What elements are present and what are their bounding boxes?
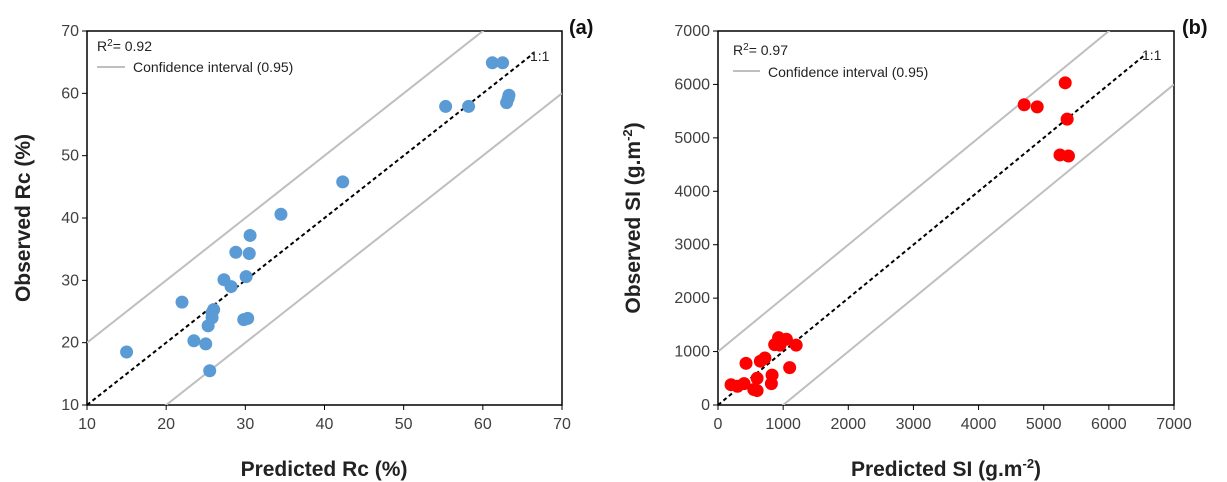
panel-b-data-point xyxy=(750,384,764,398)
panel-a-lines xyxy=(86,31,562,406)
panel-a-data-point xyxy=(175,295,189,309)
panel-b-data-point xyxy=(737,377,751,391)
panel-b-one-to-one-line xyxy=(717,52,1148,406)
panel-b-data-point xyxy=(1060,112,1074,126)
panel-b-data-point xyxy=(750,371,764,385)
panel-a-data-point xyxy=(187,334,201,348)
panel-b-x-tick-label: 0 xyxy=(714,416,723,433)
panel-a-y-axis-title: Observed Rc (%) xyxy=(12,134,35,302)
panel-a-y-tick-label: 50 xyxy=(61,148,79,165)
panel-a-x-tick-label: 10 xyxy=(78,416,96,433)
panel-a-data-point xyxy=(496,56,510,70)
panel-b-x-tick-label: 7000 xyxy=(1156,416,1192,433)
panel-a-x-tick-label: 60 xyxy=(474,416,492,433)
panel-a-upper-confidence-line xyxy=(87,31,485,344)
panel-a-data-point xyxy=(203,364,217,378)
panel-b-lower-confidence-line xyxy=(781,83,1174,405)
panel-a-rc-chart: 10 20 30 40 50 60 70 10 20 30 40 50 60 70 (a) R2= 0.9… xyxy=(12,17,593,481)
panel-a-y-tick-label: 10 xyxy=(61,397,79,414)
panel-b-x-tick-label: 3000 xyxy=(896,416,932,433)
panel-a-x-axis-title: Predicted Rc (%) xyxy=(241,458,408,481)
panel-a-lower-confidence-line xyxy=(164,92,562,405)
panel-a-y-tick-label: 70 xyxy=(61,23,79,40)
panel-b-y-tick-label: 6000 xyxy=(674,76,710,93)
panel-a-data-point xyxy=(207,303,221,317)
panel-b-data-point xyxy=(1061,149,1075,163)
panel-a-x-tick-label: 70 xyxy=(553,416,571,433)
panel-a-r2-annotation: R2= 0.92 xyxy=(97,38,152,54)
panel-b-data-point xyxy=(765,368,779,382)
panel-a-data-point xyxy=(485,56,499,70)
panel-b-si-chart: 0 1000 2000 3000 4000 5000 6000 7000 0 1000 2000 30… xyxy=(620,17,1208,481)
panel-a-data-point xyxy=(199,337,213,351)
panel-b-data-point xyxy=(779,332,793,346)
panel-a-y-tick-label: 40 xyxy=(61,210,79,227)
panel-a-ticks: 10 20 30 40 50 60 70 10 20 30 40 50 60 70 xyxy=(61,23,571,433)
panel-a-data-point xyxy=(120,345,134,359)
panel-b-data-point xyxy=(1058,76,1072,90)
panel-a-x-tick-label: 40 xyxy=(316,416,334,433)
panel-b-legend-entry: Confidence interval (0.95) xyxy=(768,64,928,80)
panel-a-one-to-one-label: 1:1 xyxy=(530,48,550,64)
panel-a-data-point xyxy=(224,280,238,294)
panel-b-data-point xyxy=(783,361,797,375)
panel-a-data-point xyxy=(229,245,243,259)
panel-b-x-tick-label: 2000 xyxy=(830,416,866,433)
panel-a-label: (a) xyxy=(569,17,593,39)
panel-b-data-point xyxy=(1017,98,1031,112)
panel-a-legend-entry: Confidence interval (0.95) xyxy=(133,59,293,75)
panel-b-points xyxy=(724,76,1075,398)
panel-a-data-point xyxy=(462,99,476,113)
panel-b-plot-frame xyxy=(717,30,1175,406)
panel-b-x-tick-label: 1000 xyxy=(765,416,801,433)
panel-b-y-tick-label: 4000 xyxy=(674,183,710,200)
panel-b-y-tick-label: 2000 xyxy=(674,290,710,307)
panel-a-data-point xyxy=(242,247,256,261)
panel-b-ticks: 0 1000 2000 3000 4000 5000 6000 7000 0 1000 2000 30… xyxy=(674,23,1191,433)
panel-b-data-point xyxy=(739,356,753,370)
panel-b-upper-confidence-line xyxy=(718,31,1111,353)
panel-b-data-point xyxy=(789,338,803,352)
panel-a-data-point xyxy=(274,207,288,221)
panel-b-x-tick-label: 4000 xyxy=(961,416,997,433)
panel-b-r2-annotation: R2= 0.97 xyxy=(733,42,788,58)
panel-b-label: (b) xyxy=(1182,17,1208,39)
panel-a-y-tick-label: 20 xyxy=(61,335,79,352)
panel-a-y-tick-label: 60 xyxy=(61,85,79,102)
panel-a-data-point xyxy=(243,228,257,242)
panel-a-data-point xyxy=(239,270,253,284)
panel-b-y-axis-title: Observed SI (g.m-2) xyxy=(620,122,645,313)
panel-a-x-tick-label: 30 xyxy=(236,416,254,433)
panel-b-y-tick-label: 5000 xyxy=(674,130,710,147)
panel-a-x-tick-label: 20 xyxy=(157,416,175,433)
panel-b-x-axis-title: Predicted SI (g.m-2) xyxy=(851,456,1041,481)
panel-b-y-tick-label: 0 xyxy=(701,397,710,414)
panel-a-data-point xyxy=(336,175,350,189)
panel-a-y-tick-label: 30 xyxy=(61,272,79,289)
panel-b-one-to-one-label: 1:1 xyxy=(1142,47,1162,63)
panel-b-y-tick-label: 1000 xyxy=(674,344,710,361)
panel-a-points xyxy=(120,56,516,378)
panel-b-data-point xyxy=(758,351,772,365)
panel-b-y-tick-label: 3000 xyxy=(674,237,710,254)
panel-b-x-tick-label: 5000 xyxy=(1026,416,1062,433)
panel-a-data-point xyxy=(439,99,453,113)
panel-a-x-tick-label: 50 xyxy=(395,416,413,433)
panel-b-lines xyxy=(717,31,1174,406)
panel-a-one-to-one-line xyxy=(86,52,535,406)
panel-a-data-point xyxy=(502,88,516,102)
panel-a-data-point xyxy=(241,311,255,325)
panel-b-data-point xyxy=(1030,100,1044,114)
panel-b-y-tick-label: 7000 xyxy=(674,23,710,40)
panel-b-x-tick-label: 6000 xyxy=(1091,416,1127,433)
